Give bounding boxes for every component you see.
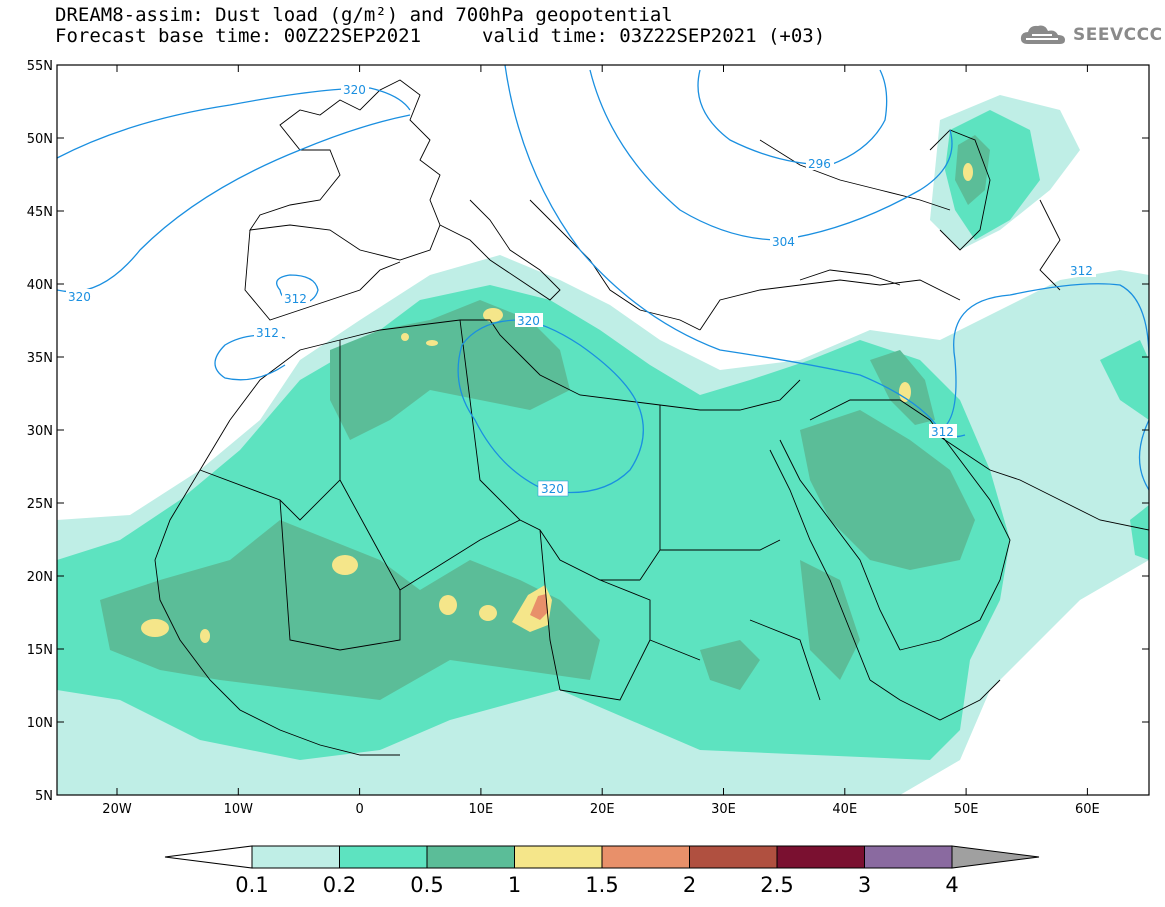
dust-level-1-a <box>332 555 358 575</box>
colorbar-segment <box>601 845 690 869</box>
contour-320-west <box>57 114 411 293</box>
colorbar-segment <box>514 845 603 869</box>
logo-text: SEEVCCC <box>1073 25 1163 45</box>
colorbar-label: 4 <box>945 873 958 897</box>
cloud-icon <box>1020 25 1065 44</box>
lon-label: 30E <box>711 802 736 817</box>
lon-label: 60E <box>1075 802 1100 817</box>
latitude-axis: 55N 50N 45N 40N 35N 30N 25N 20N 15N 10N 5N <box>27 59 1149 804</box>
dust-level-0.2-sea <box>1100 340 1149 420</box>
colorbar: 0.1 0.2 0.5 1 1.5 2 2.5 3 4 <box>164 845 1040 897</box>
dust-level-1-i <box>963 163 973 181</box>
colorbar-left-arrow <box>164 845 253 869</box>
lat-label: 40N <box>27 278 53 293</box>
colorbar-segment <box>339 845 428 869</box>
dust-level-0.5-north <box>330 300 570 440</box>
dust-level-0.5-arabia <box>800 410 975 570</box>
contour-320-libya <box>457 319 644 494</box>
colorbar-label: 2 <box>683 873 696 897</box>
colorbar-label: 3 <box>858 873 871 897</box>
lon-label: 10E <box>469 802 494 817</box>
colorbar-label: 0.1 <box>235 873 268 897</box>
lat-label: 50N <box>27 132 53 147</box>
seevccc-logo: SEEVCCC <box>1018 22 1163 48</box>
colorbar-label: 2.5 <box>760 873 793 897</box>
colorbar-label: 0.2 <box>323 873 356 897</box>
dust-level-1-h <box>899 382 911 402</box>
lon-label: 40E <box>832 802 857 817</box>
title-valid-time: valid time: 03Z22SEP2021 (+03) <box>482 25 826 47</box>
lat-label: 35N <box>27 351 53 366</box>
contour-label-320-north: 320 <box>343 83 366 97</box>
contour-label-312-east: 312 <box>1070 264 1093 278</box>
lon-label: 50E <box>954 802 979 817</box>
dust-level-1-k <box>426 340 438 346</box>
contour-label-296: 296 <box>808 157 831 171</box>
dust-level-1-b <box>439 595 457 615</box>
lon-label: 20W <box>102 802 132 817</box>
title-base-time: Forecast base time: 00Z22SEP2021 <box>55 25 422 47</box>
geopotential-contours <box>57 65 1149 494</box>
dust-level-1-f <box>200 629 210 643</box>
dust-level-1-g <box>483 308 503 322</box>
contour-label-312-spain: 312 <box>256 326 279 340</box>
lon-label: 20E <box>590 802 615 817</box>
dust-level-1.5 <box>530 594 548 620</box>
dust-level-1-j <box>401 333 409 341</box>
colorbar-segment <box>251 845 340 869</box>
contour-312-east2 <box>1138 419 1149 491</box>
contour-label-312-gulf: 312 <box>931 425 954 439</box>
colorbar-label: 0.5 <box>410 873 443 897</box>
lat-label: 10N <box>27 716 53 731</box>
lat-label: 20N <box>27 570 53 585</box>
lat-label: 5N <box>35 789 53 804</box>
longitude-axis: 20W 10W 0 10E 20E 30E 40E 50E 60E <box>102 65 1100 817</box>
colorbar-segment <box>426 845 515 869</box>
dust-level-0.5-sudan <box>700 640 760 690</box>
lon-label: 10W <box>224 802 254 817</box>
lat-label: 15N <box>27 643 53 658</box>
contour-312-spain <box>214 334 286 381</box>
colorbar-label: 1 <box>508 873 521 897</box>
colorbar-segment <box>776 845 865 869</box>
dust-level-0.5-west <box>100 520 600 700</box>
contour-label-320-west: 320 <box>68 290 91 304</box>
contour-label-320-libya: 320 <box>517 314 540 328</box>
dust-level-0.2-far-east <box>1130 505 1149 560</box>
lat-label: 30N <box>27 424 53 439</box>
colorbar-segment <box>864 845 953 869</box>
lat-label: 55N <box>27 59 53 74</box>
contour-label-304: 304 <box>772 235 795 249</box>
title-line-1: DREAM8-assim: Dust load (g/m²) and 700hP… <box>55 4 673 26</box>
colorbar-right-arrow <box>951 845 1040 869</box>
lat-label: 25N <box>27 497 53 512</box>
lon-label: 0 <box>355 802 363 817</box>
coastlines <box>154 79 1149 756</box>
colorbar-segment <box>689 845 778 869</box>
colorbar-label: 1.5 <box>585 873 618 897</box>
contour-320-north <box>57 87 411 159</box>
contour-312-east <box>504 65 1149 431</box>
contour-labels: 320 296 304 312 312 312 320 320 320 312 <box>66 82 1096 497</box>
dust-level-1-e <box>141 619 169 637</box>
dust-level-0.5-eritrea <box>800 560 860 680</box>
contour-label-312-small: 312 <box>284 292 307 306</box>
contour-label-320-south: 320 <box>541 482 564 496</box>
dust-level-1-c <box>479 605 497 621</box>
lat-label: 45N <box>27 205 53 220</box>
